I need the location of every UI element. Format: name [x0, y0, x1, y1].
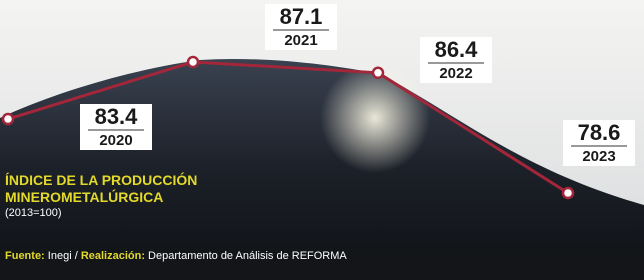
category-label: 2021	[284, 32, 317, 49]
category-label: 2022	[439, 65, 472, 82]
point	[373, 68, 383, 78]
chart-subtitle: (2013=100)	[5, 207, 62, 219]
category-label: 2020	[99, 132, 132, 149]
point	[563, 188, 573, 198]
chart: (2013=100) Fuente: Inegi / Realización: …	[0, 0, 644, 280]
value-label: 78.6	[578, 120, 621, 145]
value-label: 83.4	[95, 104, 139, 129]
category-label: 2023	[582, 148, 615, 165]
sun	[320, 63, 430, 173]
point	[3, 114, 13, 124]
point	[188, 57, 198, 67]
value-label: 87.1	[280, 4, 323, 29]
value-label: 86.4	[435, 37, 479, 62]
source: Fuente: Inegi / Realización: Departament…	[5, 250, 347, 262]
